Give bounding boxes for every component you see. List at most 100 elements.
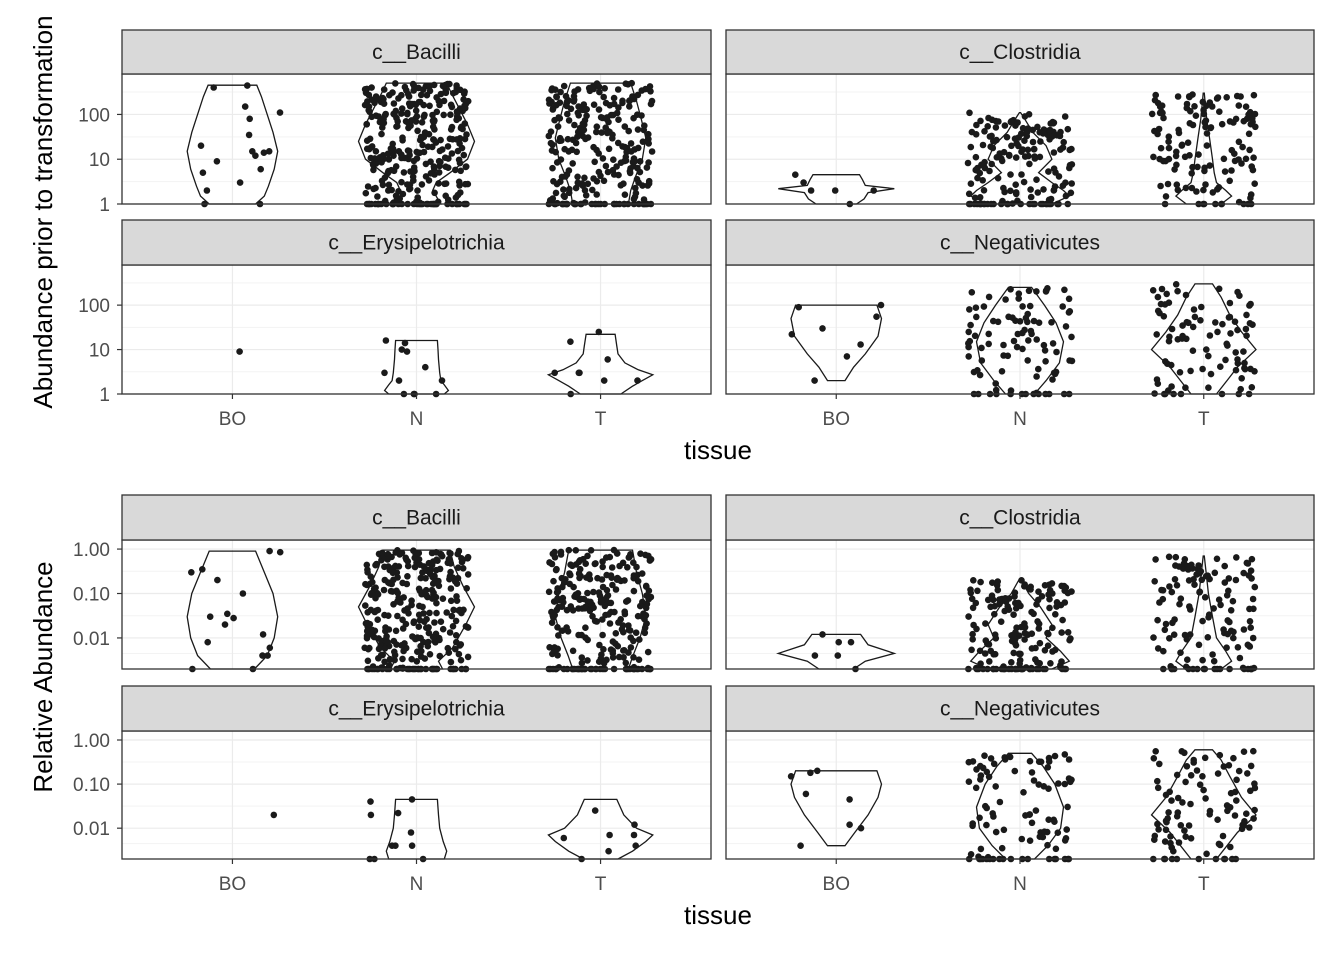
data-point <box>1055 780 1062 787</box>
data-point <box>1182 384 1189 392</box>
data-point <box>1233 776 1240 784</box>
data-point <box>603 571 610 579</box>
data-point <box>968 646 975 654</box>
data-point <box>1194 163 1201 171</box>
data-point <box>990 137 997 145</box>
data-point <box>1154 777 1161 785</box>
data-point <box>394 589 402 597</box>
data-point <box>634 577 642 585</box>
violin-t <box>554 82 647 205</box>
data-point <box>438 377 446 384</box>
data-point <box>622 659 630 667</box>
data-point <box>877 301 885 309</box>
data-point <box>965 778 973 785</box>
data-point <box>994 174 1002 182</box>
violin-t <box>1150 283 1257 395</box>
data-point <box>414 648 421 655</box>
data-point <box>1188 170 1195 177</box>
data-point <box>593 128 600 136</box>
data-point <box>1215 184 1223 191</box>
data-point <box>376 154 384 161</box>
data-point <box>1191 103 1198 110</box>
data-point <box>1247 762 1255 770</box>
data-point <box>624 81 632 88</box>
data-point <box>967 321 974 329</box>
data-point <box>1163 290 1170 298</box>
data-point <box>1020 789 1027 796</box>
data-point <box>1179 332 1186 340</box>
data-point <box>641 122 648 129</box>
data-point <box>392 627 400 635</box>
data-point <box>454 147 462 155</box>
data-point <box>1018 171 1025 178</box>
data-point <box>1152 556 1159 563</box>
data-point <box>593 123 601 130</box>
data-point <box>1035 319 1043 327</box>
data-point <box>1184 139 1192 146</box>
data-point <box>1041 347 1049 354</box>
data-point <box>1027 186 1034 193</box>
data-point <box>380 586 388 594</box>
data-point <box>1061 286 1068 294</box>
data-point <box>603 114 611 121</box>
data-point <box>545 96 553 104</box>
data-point <box>1169 619 1176 627</box>
data-point <box>552 189 560 197</box>
data-point <box>1234 326 1241 334</box>
data-point <box>1213 95 1221 102</box>
data-point <box>1025 152 1032 160</box>
data-point <box>1217 363 1224 371</box>
data-point <box>550 577 557 585</box>
data-point <box>1203 142 1211 149</box>
data-point <box>1171 166 1178 173</box>
data-point <box>1247 624 1254 631</box>
data-point <box>444 143 452 150</box>
data-point <box>969 630 976 638</box>
data-point <box>972 153 980 161</box>
data-point <box>424 638 432 646</box>
data-point <box>610 94 618 102</box>
data-point <box>625 622 632 629</box>
data-point <box>417 574 425 582</box>
data-point <box>555 632 562 639</box>
data-point <box>593 618 601 625</box>
data-point <box>1002 595 1009 602</box>
data-point <box>380 100 388 107</box>
data-point <box>398 178 405 186</box>
data-point <box>1033 176 1040 183</box>
data-point <box>453 638 460 646</box>
data-point <box>572 547 580 554</box>
data-point <box>1049 624 1056 632</box>
data-point <box>647 88 654 95</box>
data-point <box>1175 839 1183 846</box>
data-point <box>260 149 268 156</box>
data-point <box>590 101 598 108</box>
data-point <box>570 98 578 105</box>
data-point <box>203 187 211 194</box>
data-point <box>1154 293 1162 301</box>
data-point <box>400 154 408 162</box>
data-point <box>990 651 997 658</box>
data-point <box>1040 186 1047 193</box>
data-point <box>1022 812 1029 819</box>
data-point <box>461 120 469 127</box>
data-point <box>578 659 586 667</box>
data-point <box>1150 153 1157 161</box>
data-point <box>1031 155 1039 162</box>
data-point <box>846 821 853 828</box>
data-point <box>1000 341 1007 349</box>
data-point <box>430 136 437 143</box>
data-point <box>631 821 638 828</box>
y-axis-title: Abundance prior to transformation <box>28 15 58 408</box>
data-point <box>1162 193 1170 200</box>
data-point <box>415 611 423 619</box>
data-point <box>1167 833 1174 840</box>
data-point <box>377 651 385 659</box>
data-point <box>266 644 274 652</box>
data-point <box>463 623 471 631</box>
data-point <box>545 588 553 596</box>
data-point <box>587 598 594 606</box>
data-point <box>1238 375 1245 382</box>
data-point <box>637 550 644 557</box>
data-point <box>550 598 558 605</box>
